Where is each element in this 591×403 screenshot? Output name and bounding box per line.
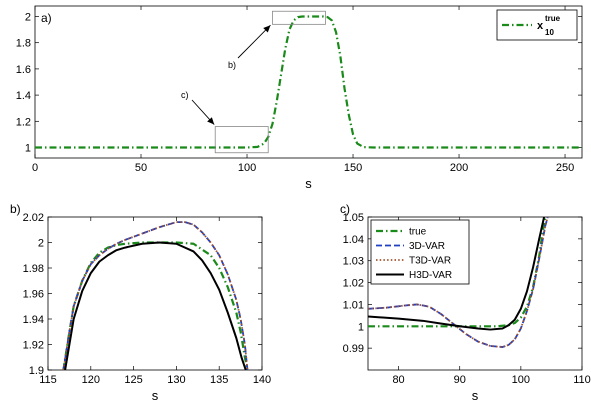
annotation-label: b) xyxy=(228,60,236,70)
legend-label-sub: 10 xyxy=(545,28,554,37)
panel-label-c: c) xyxy=(340,202,350,216)
y-tick-label: 1.02 xyxy=(343,278,364,290)
x-tick-label: 150 xyxy=(344,162,362,174)
y-tick-label: 1.4 xyxy=(16,90,31,102)
x-tick-label: 90 xyxy=(454,374,466,386)
y-tick-label: 1.2 xyxy=(16,116,31,128)
zoom-box-c xyxy=(214,126,269,154)
y-tick-label: 1.01 xyxy=(343,299,364,311)
series-line-t3dvar xyxy=(368,217,549,348)
zoom-box-b xyxy=(272,10,326,25)
x-tick-label: 120 xyxy=(82,374,100,386)
x-axis-label: s xyxy=(472,388,479,403)
legend-label-super: true xyxy=(545,14,561,23)
x-tick-label: 100 xyxy=(238,162,256,174)
panel-label-a: a) xyxy=(41,11,52,25)
chart-panel-c: 80 90 100 110 0.99 1 1.01 1.02 1.03 1.04 1.05 s c) tr… xyxy=(340,202,591,403)
y-tick-label: 1.8 xyxy=(16,38,31,50)
x-tick-label: 80 xyxy=(392,374,404,386)
y-tick-label: 1.04 xyxy=(343,234,364,246)
x-tick-label: 100 xyxy=(512,374,530,386)
y-tick-label: 0.99 xyxy=(343,343,364,355)
x-axis-label: s xyxy=(305,176,312,191)
y-tick-label: 1.94 xyxy=(23,314,44,326)
legend-box xyxy=(496,9,578,41)
chart-panel-b: 115 120 125 130 135 140 1.9 1.92 1.94 1.96 1.98 2 2.… xyxy=(10,202,271,403)
y-tick-label: 1.92 xyxy=(23,340,44,352)
legend-entry-h3dvar: H3D-VAR xyxy=(409,270,452,281)
series-line-h3dvar xyxy=(368,217,546,331)
series-line-h3dvar xyxy=(64,241,247,370)
panel-label-b: b) xyxy=(10,202,21,216)
y-tick-label: 2 xyxy=(25,11,31,23)
plot-area-a xyxy=(34,5,583,159)
x-axis-label: s xyxy=(152,388,159,403)
y-tick-label: 1.05 xyxy=(343,212,364,224)
y-tick-label: 1.98 xyxy=(23,263,44,275)
series-line-true xyxy=(368,217,547,328)
x-tick-label: 115 xyxy=(39,374,57,386)
plot-area-b xyxy=(47,216,263,371)
series-line-t3dvar xyxy=(62,221,249,370)
series-group-c xyxy=(368,217,549,348)
legend-label-main: x xyxy=(537,20,544,32)
x-tick-label: 110 xyxy=(573,374,591,386)
x-tick-label: 0 xyxy=(32,162,38,174)
x-tick-label: 200 xyxy=(450,162,468,174)
y-tick-label: 1.6 xyxy=(16,64,31,76)
x-tick-label: 140 xyxy=(253,374,271,386)
y-tick-label: 1 xyxy=(358,321,364,333)
series-group-a xyxy=(35,15,582,149)
x-tick-label: 135 xyxy=(210,374,228,386)
y-tick-label: 1.03 xyxy=(343,256,364,268)
annotation-arrow-head xyxy=(207,117,215,125)
series-group-b xyxy=(62,221,249,370)
x-tick-label: 130 xyxy=(167,374,185,386)
y-tick-label: 1 xyxy=(25,143,31,155)
y-tick-label: 2 xyxy=(38,238,44,250)
series-line-true xyxy=(35,15,582,149)
chart-panel-a: 0 50 100 150 200 250 1 1.2 1.4 1.6 1.8 2 s a) b) c) xtru… xyxy=(16,5,583,191)
legend-entry-true: true xyxy=(409,227,427,238)
y-tick-label: 1.9 xyxy=(29,365,44,377)
legend-entry-3dvar: 3D-VAR xyxy=(409,241,445,252)
annotation-arrow-line xyxy=(237,24,271,59)
y-tick-label: 1.96 xyxy=(23,289,44,301)
legend-entry-t3dvar: T3D-VAR xyxy=(409,256,451,267)
y-tick-label: 2.02 xyxy=(23,212,44,224)
x-tick-label: 50 xyxy=(135,162,147,174)
x-tick-label: 125 xyxy=(124,374,142,386)
x-tick-label: 250 xyxy=(556,162,574,174)
annotation-label: c) xyxy=(181,90,189,100)
annotation-arrow-head xyxy=(263,25,271,33)
